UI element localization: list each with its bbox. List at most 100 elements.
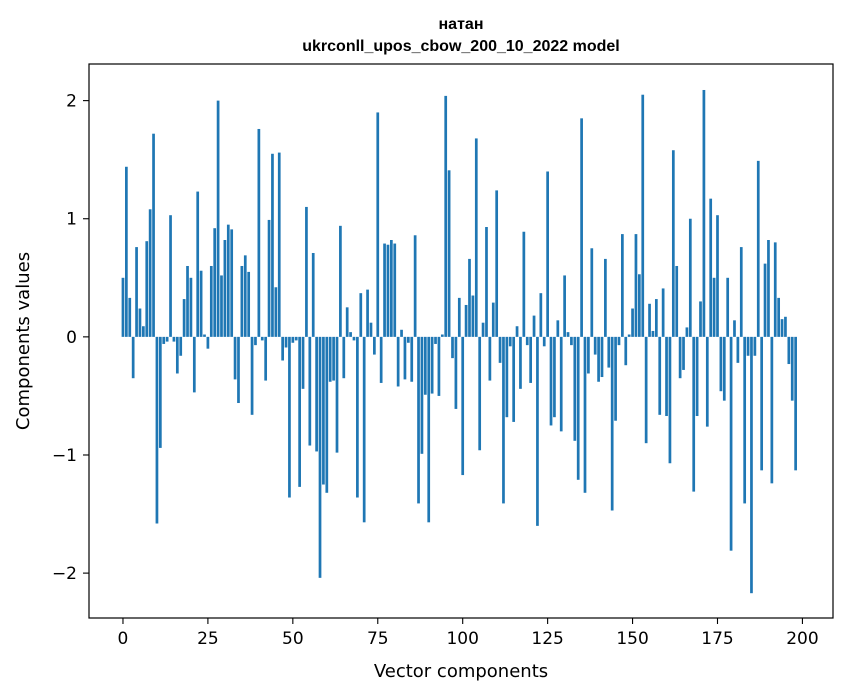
bar — [230, 229, 234, 337]
bar — [175, 336, 179, 374]
bar — [366, 289, 369, 337]
bar — [247, 271, 251, 337]
bar — [155, 336, 159, 524]
bar — [763, 263, 767, 337]
bar — [726, 277, 730, 337]
x-tick-label: 50 — [282, 629, 304, 649]
bar — [593, 336, 597, 355]
bar — [223, 240, 227, 337]
bar — [549, 336, 553, 426]
bar — [756, 160, 760, 337]
bar — [437, 336, 441, 396]
bar — [532, 315, 536, 337]
bar — [654, 299, 658, 337]
bar — [682, 336, 685, 370]
bar — [322, 336, 325, 485]
bar — [440, 334, 444, 337]
x-axis-label: Vector components — [374, 661, 548, 682]
bar — [658, 336, 662, 415]
x-tick-label: 125 — [531, 629, 563, 649]
bar — [369, 322, 373, 337]
bar — [746, 336, 750, 356]
x-axis-ticks: 0 25 50 75 100 125 150 175 200 — [118, 618, 819, 649]
x-tick-label: 150 — [616, 629, 648, 649]
bar — [773, 242, 777, 337]
bar — [389, 240, 393, 337]
bar — [199, 270, 203, 337]
bar — [651, 330, 655, 337]
bar — [434, 336, 437, 344]
bar — [512, 336, 516, 422]
bar — [784, 316, 787, 337]
bar — [525, 336, 529, 346]
bar — [284, 336, 288, 348]
bar — [767, 240, 770, 337]
bar — [488, 336, 492, 381]
bar — [529, 336, 533, 383]
bar — [461, 336, 465, 476]
bar — [675, 265, 679, 337]
bar — [576, 336, 580, 480]
bar — [376, 112, 380, 337]
bar — [695, 336, 699, 417]
bar — [454, 336, 458, 409]
bar — [315, 336, 318, 452]
bar — [216, 100, 220, 337]
bar — [328, 336, 332, 382]
bar — [162, 336, 166, 344]
bar — [536, 336, 539, 526]
bar — [274, 287, 278, 337]
bar — [478, 336, 482, 451]
bar — [158, 336, 162, 448]
bar — [165, 336, 169, 342]
bar — [777, 297, 781, 337]
bar — [125, 166, 128, 337]
bar — [610, 336, 614, 511]
bar — [553, 336, 556, 418]
bars-group — [121, 89, 797, 594]
bar — [342, 336, 346, 379]
bar — [410, 336, 414, 382]
bar — [671, 150, 675, 337]
y-axis-label: Components values — [13, 252, 34, 430]
bar — [794, 336, 797, 471]
bar — [254, 336, 257, 346]
bar — [451, 336, 454, 359]
bar — [298, 336, 301, 487]
bar — [604, 258, 607, 337]
y-tick-label: −1 — [52, 446, 77, 466]
bar — [257, 128, 261, 337]
bar — [359, 293, 363, 337]
bar — [519, 336, 522, 389]
bar — [644, 336, 648, 444]
bar — [556, 320, 560, 337]
chart-title-line1: натан — [439, 16, 484, 33]
bar — [692, 336, 696, 492]
bar — [345, 307, 349, 337]
bar — [406, 336, 410, 343]
bar — [780, 319, 784, 337]
bar — [430, 336, 434, 394]
bar — [539, 293, 543, 337]
bar — [141, 326, 145, 337]
bar — [648, 303, 651, 337]
bar — [495, 190, 499, 337]
bar — [617, 336, 621, 346]
bar — [281, 336, 285, 361]
bar — [712, 277, 716, 337]
bar — [383, 243, 386, 337]
bar — [356, 336, 359, 498]
bar — [420, 336, 424, 454]
bar — [318, 336, 322, 578]
x-tick-label: 25 — [197, 629, 219, 649]
bar — [508, 336, 512, 347]
bar — [733, 320, 736, 337]
bar — [403, 336, 407, 380]
bar — [417, 336, 420, 504]
bar — [237, 336, 240, 404]
bar — [787, 336, 791, 365]
bar — [179, 336, 183, 356]
bar — [220, 275, 223, 337]
bar — [332, 336, 335, 381]
bar — [688, 218, 692, 337]
